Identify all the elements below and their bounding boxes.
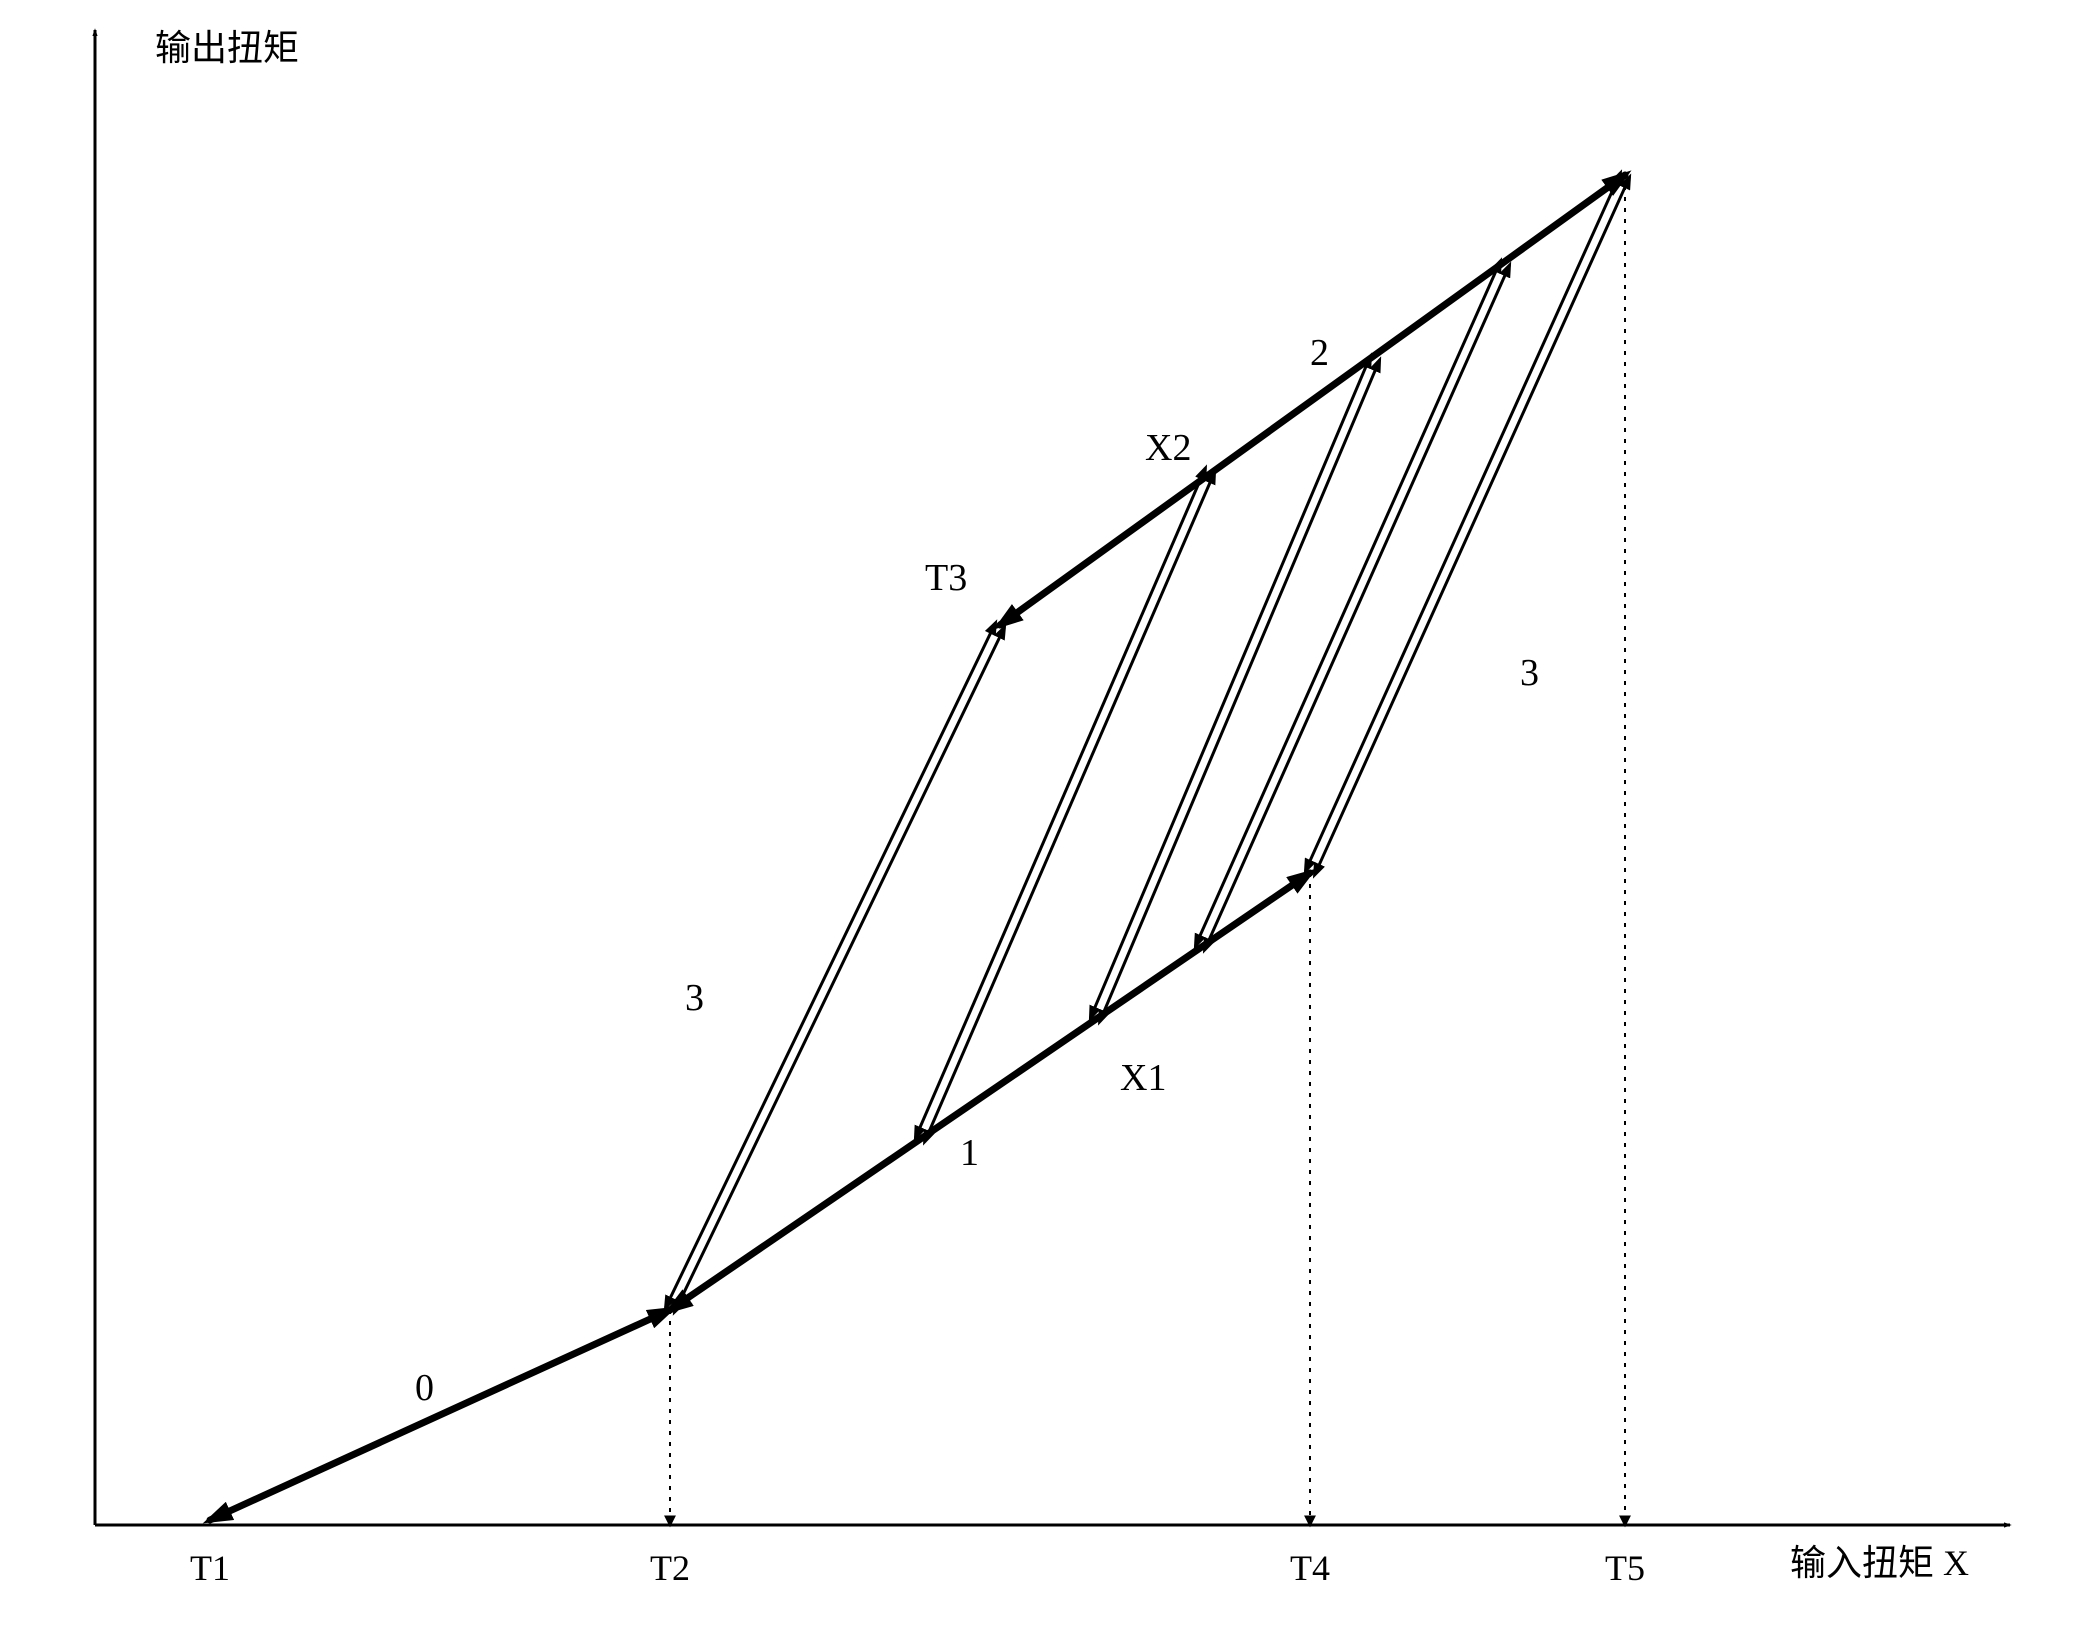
- tick-label-T5: T5: [1605, 1548, 1645, 1588]
- thin-double-3: [1195, 261, 1500, 946]
- tick-label-T1: T1: [190, 1548, 230, 1588]
- thin-double-4: [1305, 173, 1620, 871]
- thick-segment-1: [670, 873, 1310, 1310]
- annotation-6: X1: [1120, 1057, 1166, 1099]
- tick-label-T2: T2: [650, 1548, 690, 1588]
- thick-segment-2: [1000, 175, 1625, 625]
- annotation-1: T3: [925, 557, 967, 599]
- y-axis-label: 输出扭矩: [155, 28, 299, 68]
- x-axis-label: 输入扭矩 X: [1790, 1543, 1969, 1583]
- thin-double-0: [675, 627, 1005, 1312]
- annotation-4: 3: [685, 977, 704, 1019]
- thin-double-0: [665, 623, 995, 1308]
- annotation-5: 1: [960, 1132, 979, 1174]
- annotation-2: X2: [1145, 427, 1191, 469]
- thick-segment-0: [210, 1310, 670, 1520]
- annotation-0: 0: [415, 1367, 434, 1409]
- annotation-7: 3: [1520, 652, 1539, 694]
- torque-diagram: 输出扭矩输入扭矩 X T1 T2 T4 T5 0 T3 X2 2 3 1 X1 3: [0, 0, 2074, 1645]
- annotation-3: 2: [1310, 332, 1329, 374]
- tick-label-T4: T4: [1290, 1548, 1330, 1588]
